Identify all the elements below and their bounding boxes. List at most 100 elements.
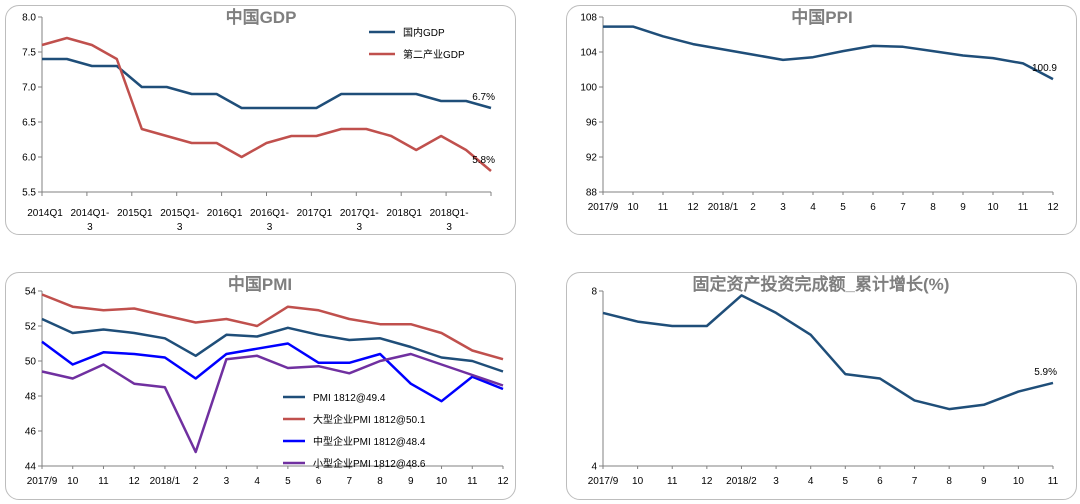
gdp-x-tick-label: 2018Q1 [386,208,422,219]
pmi-x-tick-label: 2 [193,476,199,487]
fai-x-tick-label: 5 [843,476,849,487]
fai-x-tick-label: 11 [1048,476,1059,487]
pmi-x-tick-label: 2017/9 [27,476,58,487]
pmi-x-tick-label: 11 [98,476,109,487]
fai-x-tick-label: 9 [981,476,987,487]
pmi-legend-label: 中型企业PMI 1812@48.4 [313,435,426,448]
gdp-x-tick-label: 2014Q1- [70,208,109,219]
gdp-y-tick-label: 7.5 [22,48,36,59]
ppi-y-tick-label: 104 [580,48,597,59]
fai-title: 固定资产投资完成额_累计增长(%) [693,274,950,294]
ppi-x-tick-label: 6 [870,202,876,213]
pmi-line-pmi-1812-49-4 [41,317,504,373]
ppi-y-tick-label: 92 [586,153,598,164]
gdp-x-tick-label: 3 [357,222,363,233]
gdp-x-tick-label: 2014Q1 [27,208,63,219]
pmi-x-tick-label: 11 [467,476,478,487]
ppi-x-tick-label: 9 [960,202,966,213]
pmi-y-tick-label: 52 [25,322,37,333]
ppi-x-tick-label: 2018/1 [708,202,739,213]
fai-x-tick-label: 3 [773,476,779,487]
pmi-x-tick-label: 5 [285,476,291,487]
gdp-x-tick-label: 2017Q1 [297,208,333,219]
ppi-x-tick-label: 7 [900,202,906,213]
fai-x-tick-label: 10 [1013,476,1025,487]
pmi-line-pmi-1812-48-4 [41,340,504,403]
fai-line-series-0 [602,294,1054,411]
ppi-title: 中国PPI [791,7,852,27]
pmi-x-tick-label: 6 [316,476,322,487]
gdp-x-tick-label: 2016Q1- [250,208,289,219]
pmi-x-tick-label: 12 [129,476,141,487]
pmi-x-tick-label: 3 [224,476,230,487]
ppi-x-tick-label: 5 [840,202,846,213]
pmi-legend-label: PMI 1812@49.4 [313,393,386,404]
gdp-y-tick-label: 7.0 [22,83,36,94]
pmi-y-tick-label: 46 [25,427,37,438]
gdp-data-label: 5.8% [472,155,495,166]
pmi-line-pmi-1812-48-6 [41,352,504,454]
pmi-chart-panel: 中国PMI 44 46 48 50 52 54 2017/9 10 11 12 2018/1 2 3 4 5 6… [5,272,516,500]
pmi-legend-label: 小型企业PMI 1812@48.6 [313,457,426,470]
pmi-line-pmi-1812-50-1 [41,293,504,361]
fai-x-tick-label: 7 [912,476,918,487]
gdp-x-tick-label: 2018Q1- [430,208,469,219]
gdp-y-tick-label: 6.0 [22,153,36,164]
gdp-x-tick-label: 2015Q1- [160,208,199,219]
ppi-data-label: 100.9 [1032,63,1057,74]
ppi-y-tick-label: 108 [580,13,597,24]
ppi-x-tick-label: 2017/9 [588,202,619,213]
gdp-x-tick-label: 2016Q1 [207,208,243,219]
fai-x-tick-label: 2018/2 [726,476,757,487]
pmi-x-tick-label: 12 [497,476,509,487]
gdp-y-tick-label: 5.5 [22,188,36,199]
ppi-x-tick-label: 10 [627,202,639,213]
pmi-x-tick-label: 7 [347,476,353,487]
gdp-x-tick-label: 3 [267,222,273,233]
pmi-y-tick-label: 50 [25,357,37,368]
fai-y-tick-label: 8 [591,287,597,298]
pmi-x-tick-label: 4 [254,476,260,487]
gdp-x-tick-label: 2017Q1- [340,208,379,219]
fai-x-tick-label: 6 [877,476,883,487]
gdp-chart-panel: 中国GDP 5.5 6.0 6.5 7.0 7.5 8.0 2014Q1 2014Q1- 3 201… [5,5,516,235]
ppi-x-tick-label: 12 [687,202,699,213]
ppi-x-tick-label: 3 [780,202,786,213]
gdp-title: 中国GDP [226,7,297,27]
fai-y-tick-label: 4 [591,462,597,473]
pmi-x-tick-label: 10 [67,476,79,487]
ppi-x-tick-label: 11 [1018,202,1029,213]
fai-x-tick-label: 11 [667,476,678,487]
pmi-x-tick-label: 2018/1 [150,476,181,487]
fai-x-tick-label: 8 [946,476,952,487]
gdp-x-tick-label: 3 [87,222,93,233]
ppi-x-tick-label: 10 [987,202,999,213]
ppi-y-tick-label: 100 [580,83,597,94]
ppi-x-tick-label: 4 [810,202,816,213]
pmi-x-tick-label: 8 [377,476,383,487]
gdp-y-tick-label: 6.5 [22,118,36,129]
pmi-legend-label: 大型企业PMI 1812@50.1 [313,413,426,426]
fai-data-label: 5.9% [1034,367,1057,378]
pmi-title: 中国PMI [228,274,292,294]
pmi-x-tick-label: 10 [436,476,448,487]
fai-x-tick-label: 2017/9 [588,476,619,487]
pmi-x-tick-label: 9 [408,476,414,487]
gdp-legend-label: 国内GDP [403,26,445,39]
ppi-x-tick-label: 12 [1047,202,1059,213]
ppi-y-tick-label: 96 [586,118,598,129]
fai-x-tick-label: 4 [808,476,814,487]
pmi-y-tick-label: 48 [25,392,37,403]
fai-chart-panel: 固定资产投资完成额_累计增长(%) 4 8 2017/9 10 11 12 2018/2 3 4 5… [566,272,1077,500]
ppi-x-tick-label: 11 [658,202,669,213]
gdp-chart: 中国GDP 5.5 6.0 6.5 7.0 7.5 8.0 2014Q1 2014Q1- 3 201… [22,7,495,233]
pmi-chart: 中国PMI 44 46 48 50 52 54 2017/9 10 11 12 2018/1 2 3 4 5 6… [25,274,509,487]
pmi-y-tick-label: 44 [25,462,37,473]
gdp-x-tick-label: 2015Q1 [117,208,153,219]
gdp-data-label: 6.7% [472,92,495,103]
gdp-line-gdp [42,57,492,110]
ppi-line-series-0 [603,25,1054,81]
gdp-x-tick-label: 3 [446,222,452,233]
ppi-x-tick-label: 2 [750,202,756,213]
